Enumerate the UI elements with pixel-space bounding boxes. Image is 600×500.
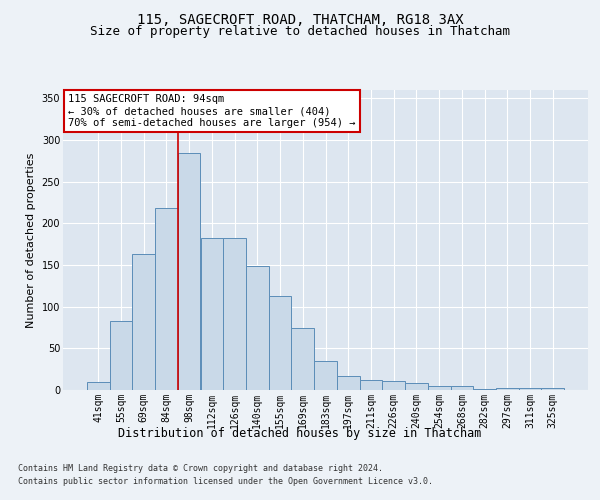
Text: 115 SAGECROFT ROAD: 94sqm
← 30% of detached houses are smaller (404)
70% of semi: 115 SAGECROFT ROAD: 94sqm ← 30% of detac…: [68, 94, 356, 128]
Bar: [178, 152, 200, 390]
Y-axis label: Number of detached properties: Number of detached properties: [26, 152, 36, 328]
Bar: [292, 328, 314, 390]
Bar: [518, 388, 541, 390]
Bar: [87, 382, 110, 390]
Bar: [428, 386, 451, 390]
Bar: [200, 238, 223, 390]
Bar: [359, 380, 382, 390]
Text: Contains HM Land Registry data © Crown copyright and database right 2024.: Contains HM Land Registry data © Crown c…: [18, 464, 383, 473]
Bar: [223, 238, 246, 390]
Bar: [473, 389, 496, 390]
Bar: [246, 266, 269, 390]
Bar: [337, 376, 359, 390]
Bar: [314, 361, 337, 390]
Bar: [541, 388, 564, 390]
Bar: [155, 208, 178, 390]
Bar: [451, 386, 473, 390]
Bar: [382, 381, 405, 390]
Text: 115, SAGECROFT ROAD, THATCHAM, RG18 3AX: 115, SAGECROFT ROAD, THATCHAM, RG18 3AX: [137, 12, 463, 26]
Bar: [405, 384, 428, 390]
Text: Distribution of detached houses by size in Thatcham: Distribution of detached houses by size …: [118, 428, 482, 440]
Bar: [110, 321, 133, 390]
Bar: [269, 296, 292, 390]
Text: Size of property relative to detached houses in Thatcham: Size of property relative to detached ho…: [90, 25, 510, 38]
Bar: [133, 254, 155, 390]
Bar: [496, 388, 518, 390]
Text: Contains public sector information licensed under the Open Government Licence v3: Contains public sector information licen…: [18, 478, 433, 486]
